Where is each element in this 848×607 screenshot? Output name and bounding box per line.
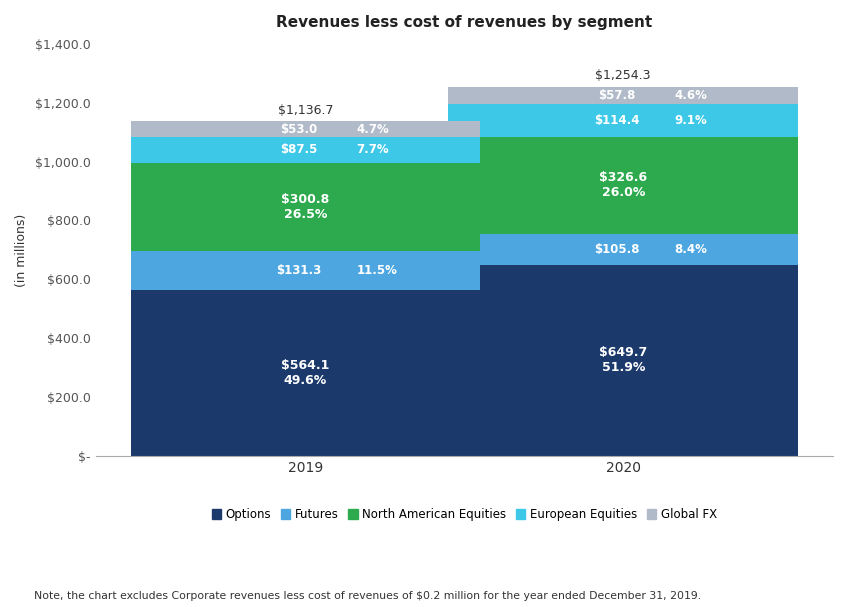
Bar xyxy=(449,265,798,456)
Bar xyxy=(131,163,480,251)
Text: $114.4: $114.4 xyxy=(594,114,639,127)
Bar xyxy=(131,251,480,290)
Text: $564.1
49.6%: $564.1 49.6% xyxy=(282,359,330,387)
Legend: Options, Futures, North American Equities, European Equities, Global FX: Options, Futures, North American Equitie… xyxy=(207,503,722,526)
Text: $300.8
26.5%: $300.8 26.5% xyxy=(282,193,330,221)
Bar xyxy=(131,137,480,163)
Text: $57.8: $57.8 xyxy=(598,89,636,101)
Bar xyxy=(449,104,798,137)
Bar xyxy=(449,234,798,265)
Text: $105.8: $105.8 xyxy=(594,243,639,256)
Title: Revenues less cost of revenues by segment: Revenues less cost of revenues by segmen… xyxy=(276,15,652,30)
Text: 4.6%: 4.6% xyxy=(674,89,707,101)
Text: $131.3: $131.3 xyxy=(276,264,321,277)
Text: 9.1%: 9.1% xyxy=(674,114,707,127)
Text: Note, the chart excludes Corporate revenues less cost of revenues of $0.2 millio: Note, the chart excludes Corporate reven… xyxy=(34,591,701,601)
Bar xyxy=(449,137,798,234)
Bar xyxy=(131,290,480,456)
Text: $53.0: $53.0 xyxy=(281,123,318,135)
Text: 7.7%: 7.7% xyxy=(356,143,389,156)
Text: $87.5: $87.5 xyxy=(281,143,318,156)
Y-axis label: (in millions): (in millions) xyxy=(15,213,28,287)
Text: $1,136.7: $1,136.7 xyxy=(277,104,333,117)
Bar xyxy=(449,87,798,104)
Text: $1,254.3: $1,254.3 xyxy=(595,69,651,82)
Bar xyxy=(131,121,480,137)
Text: $649.7
51.9%: $649.7 51.9% xyxy=(600,347,647,375)
Text: 11.5%: 11.5% xyxy=(356,264,397,277)
Text: $326.6
26.0%: $326.6 26.0% xyxy=(600,171,647,200)
Text: 8.4%: 8.4% xyxy=(674,243,707,256)
Text: 4.7%: 4.7% xyxy=(356,123,389,135)
